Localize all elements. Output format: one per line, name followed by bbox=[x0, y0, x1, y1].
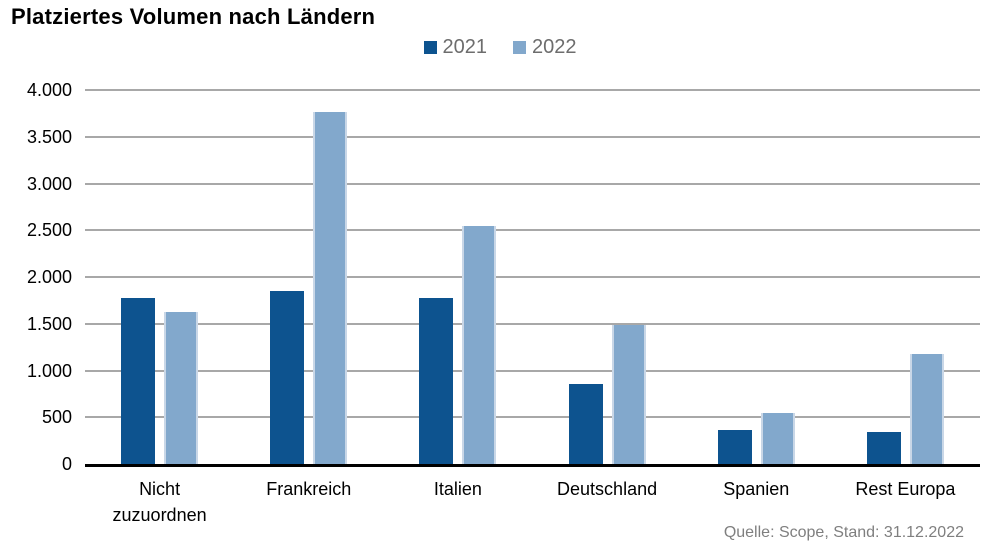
gridline-1500 bbox=[85, 322, 980, 325]
legend-item-2021: 2021 bbox=[423, 35, 488, 59]
x-category-label-0: Nicht zuzuordnen bbox=[112, 479, 207, 525]
chart-title: Platziertes Volumen nach Ländern bbox=[11, 4, 376, 29]
y-tick-label: 4.000 bbox=[26, 80, 72, 100]
y-tick-label: 500 bbox=[41, 407, 72, 428]
y-tick-label: 3.500 bbox=[26, 126, 72, 147]
plot-area bbox=[85, 89, 980, 467]
legend-swatch-icon bbox=[513, 40, 526, 54]
chart-legend: 2021 2022 bbox=[0, 34, 1000, 60]
y-tick-label: 3.000 bbox=[26, 173, 72, 194]
y-tick-label: 2.500 bbox=[26, 220, 72, 241]
legend-label: 2021 bbox=[442, 35, 488, 58]
y-tick-label: 0 bbox=[61, 454, 72, 474]
gridline-3000 bbox=[85, 182, 980, 185]
legend-item-2022: 2022 bbox=[513, 36, 577, 59]
y-tick-label: 1.000 bbox=[26, 360, 72, 381]
bar-2021-3 bbox=[568, 383, 603, 464]
gridline-2500 bbox=[85, 229, 980, 232]
gridline-500 bbox=[85, 416, 980, 419]
x-category-label-5: Rest Europa bbox=[855, 479, 956, 499]
bar-2021-1 bbox=[270, 291, 305, 464]
legend-swatch-icon bbox=[423, 40, 437, 54]
x-category-label-4: Spanien bbox=[723, 479, 790, 499]
bar-2021-0 bbox=[121, 297, 156, 464]
y-tick-label: 1.500 bbox=[26, 313, 72, 334]
x-category-label-2: Italien bbox=[433, 479, 482, 499]
gridline-4000 bbox=[85, 89, 980, 91]
bar-2022-3 bbox=[611, 324, 646, 464]
source-note: Quelle: Scope, Stand: 31.12.2022 bbox=[723, 524, 964, 541]
bar-2022-5 bbox=[909, 353, 944, 464]
y-tick-label: 2.000 bbox=[26, 267, 72, 287]
legend-label: 2022 bbox=[532, 35, 577, 58]
x-category-label-3: Deutschland bbox=[557, 479, 658, 499]
gridline-3500 bbox=[85, 135, 980, 138]
bar-2022-4 bbox=[760, 412, 795, 464]
bar-2022-2 bbox=[462, 225, 497, 464]
bar-2021-4 bbox=[717, 430, 752, 464]
gridline-2000 bbox=[85, 276, 980, 278]
bar-2022-0 bbox=[164, 311, 199, 464]
bar-2021-5 bbox=[866, 432, 901, 464]
gridline-1000 bbox=[85, 369, 980, 372]
x-category-label-1: Frankreich bbox=[266, 479, 352, 499]
bar-2022-1 bbox=[313, 111, 348, 464]
bar-2021-2 bbox=[419, 297, 454, 464]
